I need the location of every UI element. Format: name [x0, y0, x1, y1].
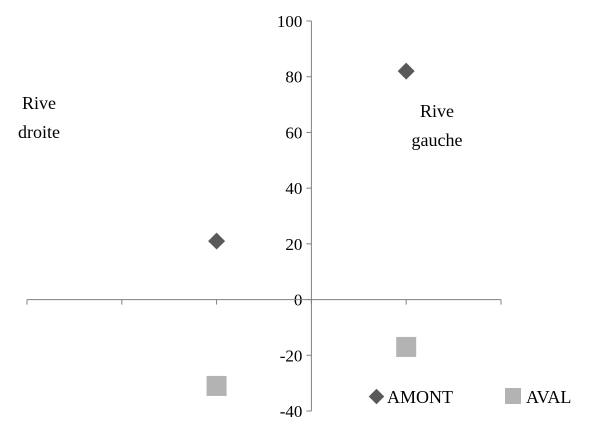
y-tick-label: 80 [285, 68, 302, 87]
annotation-rive-droite-line2: droite [18, 122, 60, 142]
legend-label-aval: AVAL [526, 387, 571, 407]
annotation-rive-gauche: Rive gauche [412, 101, 463, 150]
point-aval [396, 336, 417, 357]
point-amont [208, 232, 226, 250]
legend-swatch-amont-diamond [368, 388, 385, 405]
point-aval [206, 375, 227, 396]
y-tick-label: 100 [277, 12, 303, 31]
legend: AMONT AVAL [368, 387, 571, 407]
x-axis [26, 299, 502, 305]
annotation-rive-gauche-line2: gauche [412, 130, 463, 150]
y-tick-label: 40 [285, 179, 302, 198]
y-tick-label: 20 [285, 235, 302, 254]
y-tick-label: 60 [285, 123, 302, 142]
data-points [206, 62, 417, 396]
annotation-rive-gauche-line1: Rive [420, 101, 454, 121]
y-tick-label: -20 [280, 346, 303, 365]
annotation-rive-droite-line1: Rive [22, 93, 56, 113]
point-amont [397, 62, 415, 80]
legend-swatch-aval-square [505, 388, 521, 404]
annotation-rive-droite: Rive droite [18, 93, 60, 142]
legend-label-amont: AMONT [387, 387, 453, 407]
y-tick-label: -40 [280, 402, 303, 421]
